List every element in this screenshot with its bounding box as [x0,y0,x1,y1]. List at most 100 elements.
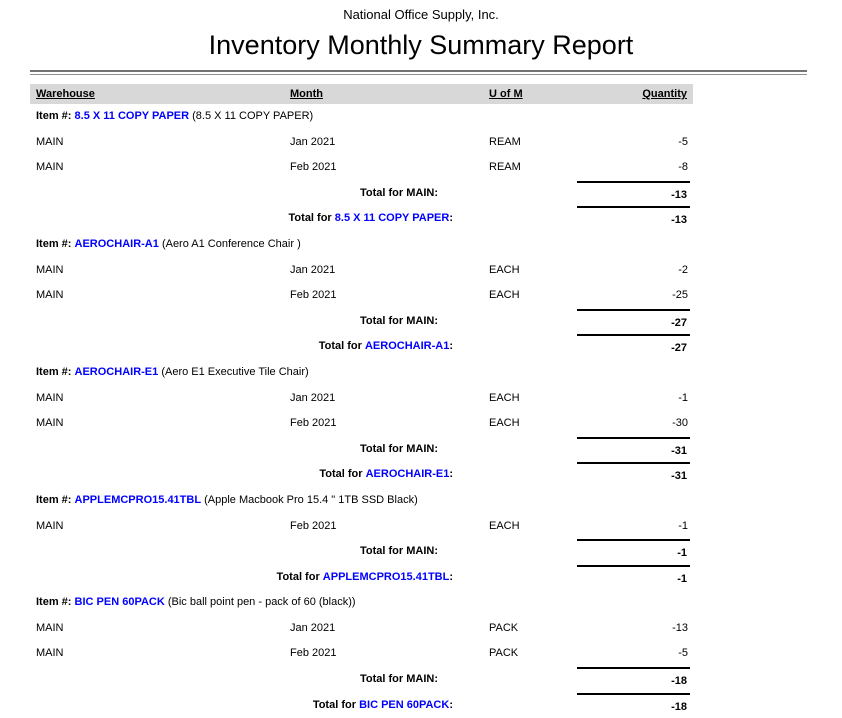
uom-cell: EACH [489,519,520,532]
inventory-detail-row: MAIN Feb 2021 REAM -8 [0,155,842,181]
item-number-label: Item #: [36,110,72,122]
quantity-cell: -5 [678,135,688,148]
item-total-row: Total for AEROCHAIR-E1: -31 [0,462,842,488]
item-number-label: Item #: [36,493,72,506]
quantity-cell: -25 [672,289,688,302]
title-divider-rule [30,70,807,75]
item-code-link[interactable]: 8.5 X 11 COPY PAPER [74,110,190,122]
warehouse-total-row: Total for MAIN: -18 [0,667,842,693]
item-total-colon: : [449,570,453,583]
warehouse-cell: MAIN [36,289,64,302]
item-total-row: Total for APPLEMCPRO15.41TBL: -1 [0,564,842,591]
item-total-code-link[interactable]: AEROCHAIR-A1 [364,340,450,353]
item-description: (8.5 X 11 COPY PAPER) [192,110,314,122]
warehouse-total-row: Total for MAIN: -31 [0,436,842,463]
item-total-colon: : [449,340,453,353]
report-body: Item #: 8.5 X 11 COPY PAPER (8.5 X 11 CO… [0,104,842,718]
detail-rows: MAIN Jan 2021 REAM -5 MAIN Feb 2021 REAM… [0,130,842,181]
item-code-link[interactable]: AEROCHAIR-A1 [74,237,159,250]
column-header-quantity: Quantity [642,88,687,100]
column-header-warehouse: Warehouse [36,88,95,100]
quantity-cell: -30 [672,417,688,430]
month-cell: Jan 2021 [290,391,336,404]
item-total-amount: -18 [577,692,690,718]
item-total-row: Total for 8.5 X 11 COPY PAPER: -13 [0,206,842,232]
item-number-label: Item #: [36,596,72,609]
item-total-row: Total for AEROCHAIR-A1: -27 [0,334,842,360]
item-header: Item #: AEROCHAIR-E1 (Aero E1 Executive … [36,360,309,386]
detail-rows: MAIN Jan 2021 EACH -2 MAIN Feb 2021 EACH… [0,258,842,309]
column-header-month: Month [290,88,323,100]
inventory-detail-row: MAIN Jan 2021 EACH -2 [0,258,842,284]
warehouse-cell: MAIN [36,161,64,174]
item-total-amount: -1 [577,564,690,591]
warehouse-cell: MAIN [36,647,64,660]
month-cell: Feb 2021 [290,289,337,302]
item-total-amount: -31 [577,462,690,488]
warehouse-total-row: Total for MAIN: -13 [0,180,842,207]
warehouse-cell: MAIN [36,263,64,276]
quantity-cell: -5 [678,647,688,660]
warehouse-total-amount: -1 [577,539,690,565]
item-code-link[interactable]: AEROCHAIR-E1 [74,365,159,378]
month-cell: Feb 2021 [290,647,337,660]
table-header-row: Warehouse Month U of M Quantity [30,84,693,104]
item-total-label: Total for AEROCHAIR-E1: [36,462,453,488]
warehouse-total-label: Total for MAIN: [359,442,438,455]
item-description: (Apple Macbook Pro 15.4 " 1TB SSD Black) [204,493,418,506]
month-cell: Jan 2021 [290,135,336,148]
item-section: Item #: AEROCHAIR-E1 (Aero E1 Executive … [0,360,842,488]
month-cell: Jan 2021 [290,621,336,634]
item-header: Item #: 8.5 X 11 COPY PAPER (8.5 X 11 CO… [36,104,313,130]
item-description: (Aero E1 Executive Tile Chair) [161,365,309,378]
warehouse-total-label: Total for MAIN: [359,314,438,327]
uom-cell: EACH [489,391,520,404]
item-header-row: Item #: AEROCHAIR-E1 (Aero E1 Executive … [0,360,842,386]
item-total-colon: : [449,698,453,711]
inventory-detail-row: MAIN Jan 2021 REAM -5 [0,130,842,156]
item-total-label: Total for 8.5 X 11 COPY PAPER: [36,206,453,232]
item-code-link[interactable]: BIC PEN 60PACK [74,596,165,609]
warehouse-cell: MAIN [36,519,64,532]
item-code-link[interactable]: APPLEMCPRO15.41TBL [74,493,202,506]
item-total-prefix: Total for [318,340,362,353]
inventory-detail-row: MAIN Feb 2021 PACK -5 [0,641,842,667]
warehouse-cell: MAIN [36,135,64,148]
item-description: (Bic ball point pen - pack of 60 (black)… [167,596,356,609]
item-total-prefix: Total for [312,698,356,711]
item-total-code-link[interactable]: BIC PEN 60PACK [359,698,450,711]
inventory-detail-row: MAIN Jan 2021 EACH -1 [0,386,842,412]
item-description: (Aero A1 Conference Chair ) [161,237,301,250]
item-total-code-link[interactable]: APPLEMCPRO15.41TBL [322,570,450,583]
warehouse-total-label: Total for MAIN: [359,673,438,686]
uom-cell: REAM [489,135,521,148]
uom-cell: EACH [489,263,520,276]
item-total-colon: : [449,468,453,481]
item-total-row: Total for BIC PEN 60PACK: -18 [0,692,842,718]
detail-rows: MAIN Jan 2021 EACH -1 MAIN Feb 2021 EACH… [0,386,842,437]
warehouse-total-amount: -18 [577,667,690,693]
column-header-uom: U of M [489,88,523,100]
quantity-cell: -13 [672,621,688,634]
quantity-cell: -8 [678,161,688,174]
item-total-code-link[interactable]: 8.5 X 11 COPY PAPER [334,212,450,225]
report-title: Inventory Monthly Summary Report [208,30,634,60]
warehouse-cell: MAIN [36,391,64,404]
item-total-code-link[interactable]: AEROCHAIR-E1 [365,468,450,481]
warehouse-total-amount: -13 [577,180,690,207]
detail-rows: MAIN Jan 2021 PACK -13 MAIN Feb 2021 PAC… [0,616,842,667]
item-number-label: Item #: [36,365,72,378]
month-cell: Feb 2021 [290,519,337,532]
warehouse-total-label: Total for MAIN: [359,545,438,558]
uom-cell: PACK [489,647,519,660]
uom-cell: EACH [489,417,520,430]
item-header: Item #: AEROCHAIR-A1 (Aero A1 Conference… [36,232,301,258]
warehouse-total-amount: -27 [577,308,690,335]
quantity-cell: -2 [678,263,688,276]
detail-rows: MAIN Feb 2021 EACH -1 [0,514,842,540]
uom-cell: PACK [489,621,519,634]
item-section: Item #: AEROCHAIR-A1 (Aero A1 Conference… [0,232,842,360]
uom-cell: REAM [489,161,521,174]
item-total-prefix: Total for [276,570,320,583]
